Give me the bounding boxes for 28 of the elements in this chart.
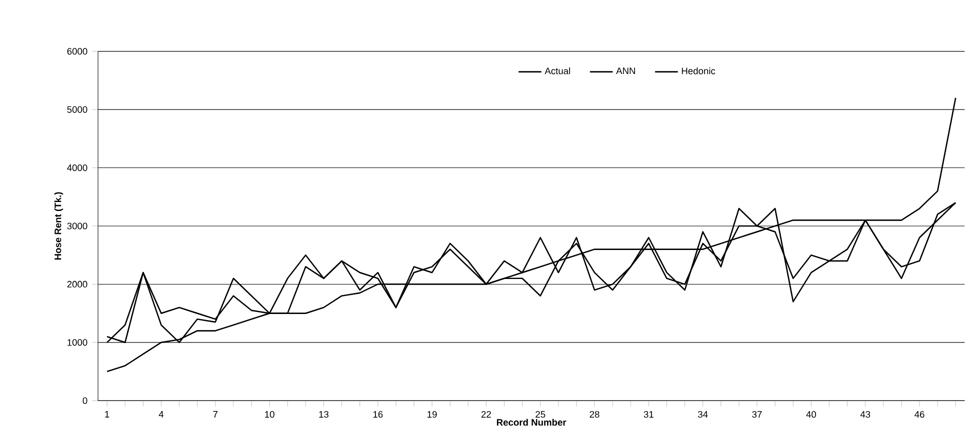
- legend-label: Actual: [544, 67, 570, 74]
- x-tick-label: 16: [373, 411, 383, 418]
- y-tick-label: 2000: [67, 280, 88, 288]
- y-tick-label: 1000: [68, 339, 88, 346]
- x-tick-label: 31: [644, 411, 654, 418]
- y-axis-title: Hose Rent (Tk.): [54, 192, 64, 260]
- legend-label: Hedonic: [682, 67, 716, 74]
- y-tick-label: 3000: [67, 222, 88, 230]
- y-tick-label: 0: [82, 397, 88, 404]
- y-tick-label: 5000: [67, 106, 88, 113]
- x-tick-label: 46: [914, 411, 924, 418]
- x-tick-label: 37: [752, 411, 762, 418]
- x-tick-label: 22: [481, 411, 491, 418]
- x-tick-label: 1: [105, 411, 110, 418]
- x-tick-label: 25: [536, 411, 546, 418]
- x-tick-label: 43: [860, 411, 870, 418]
- x-tick-label: 13: [319, 411, 328, 418]
- x-axis-title: Record Number: [496, 418, 566, 426]
- x-tick-label: 7: [213, 411, 218, 418]
- y-tick-label: 4000: [67, 164, 88, 172]
- x-tick-label: 40: [806, 411, 816, 418]
- x-tick-label: 4: [158, 411, 164, 418]
- x-tick-label: 28: [590, 411, 600, 418]
- x-tick-label: 34: [698, 411, 708, 418]
- x-tick-label: 19: [428, 411, 437, 418]
- y-tick-label: 6000: [67, 48, 88, 55]
- x-tick-label: 10: [265, 411, 274, 418]
- legend-label: ANN: [616, 68, 635, 74]
